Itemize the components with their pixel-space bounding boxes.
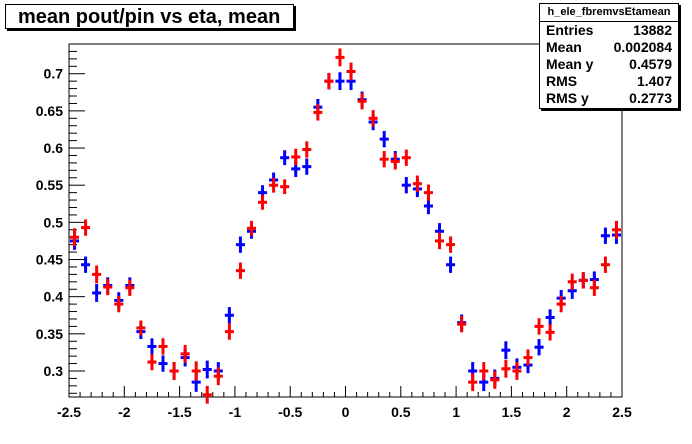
x-tick-label: 2.5 xyxy=(612,404,632,420)
y-tick-label: 0.4 xyxy=(44,289,64,305)
y-tick-label: 0.55 xyxy=(36,177,63,193)
stats-value: 0.2773 xyxy=(629,90,672,106)
stats-label: RMS y xyxy=(546,90,589,106)
stats-row: RMS y 0.2773 xyxy=(540,90,678,107)
y-tick-label: 0.35 xyxy=(36,326,63,342)
x-tick-label: 1.5 xyxy=(502,404,522,420)
stats-value: 0.4579 xyxy=(629,56,672,72)
y-tick-label: 0.45 xyxy=(36,252,63,268)
y-tick-label: 0.3 xyxy=(44,363,64,379)
stats-row: RMS 1.407 xyxy=(540,73,678,90)
y-tick-label: 0.5 xyxy=(44,214,64,230)
x-tick-label: -0.5 xyxy=(278,404,302,420)
stats-row: Mean y 0.4579 xyxy=(540,56,678,73)
stats-label: Entries xyxy=(546,22,594,38)
stats-row: Mean 0.002084 xyxy=(540,39,678,56)
x-tick-label: -1 xyxy=(229,404,242,420)
y-tick-label: 0.6 xyxy=(44,140,64,156)
stats-label: RMS xyxy=(546,73,578,89)
stats-value: 1.407 xyxy=(636,73,672,89)
x-tick-label: 0 xyxy=(342,404,350,420)
stats-label: Mean xyxy=(546,39,582,55)
stats-label: Mean y xyxy=(546,56,594,72)
y-tick-label: 0.7 xyxy=(44,66,64,82)
x-tick-label: -2 xyxy=(118,404,131,420)
y-tick-label: 0.65 xyxy=(36,103,63,119)
chart-title: mean pout/pin vs eta, mean xyxy=(18,6,281,28)
x-tick-label: 2 xyxy=(563,404,571,420)
stats-value: 0.002084 xyxy=(613,39,672,55)
data-marks xyxy=(70,48,621,404)
stats-row: Entries 13882 xyxy=(540,22,678,39)
x-tick-label: 1 xyxy=(452,404,460,420)
axes-group: -2.5 -2 -1.5 -1 -0.5 0 0.5 1 1.5 2 2.5 0.3 0.35 0.4 0.… xyxy=(36,43,632,420)
stats-histogram-name: h_ele_fbremvsEtamean xyxy=(540,4,678,22)
x-tick-label: -2.5 xyxy=(57,404,81,420)
stats-box: h_ele_fbremvsEtamean Entries 13882 Mean … xyxy=(539,3,679,109)
stats-value: 13882 xyxy=(633,22,672,38)
x-tick-label: -1.5 xyxy=(168,404,192,420)
x-tick-label: 0.5 xyxy=(391,404,411,420)
title-box: mean pout/pin vs eta, mean xyxy=(5,4,294,29)
